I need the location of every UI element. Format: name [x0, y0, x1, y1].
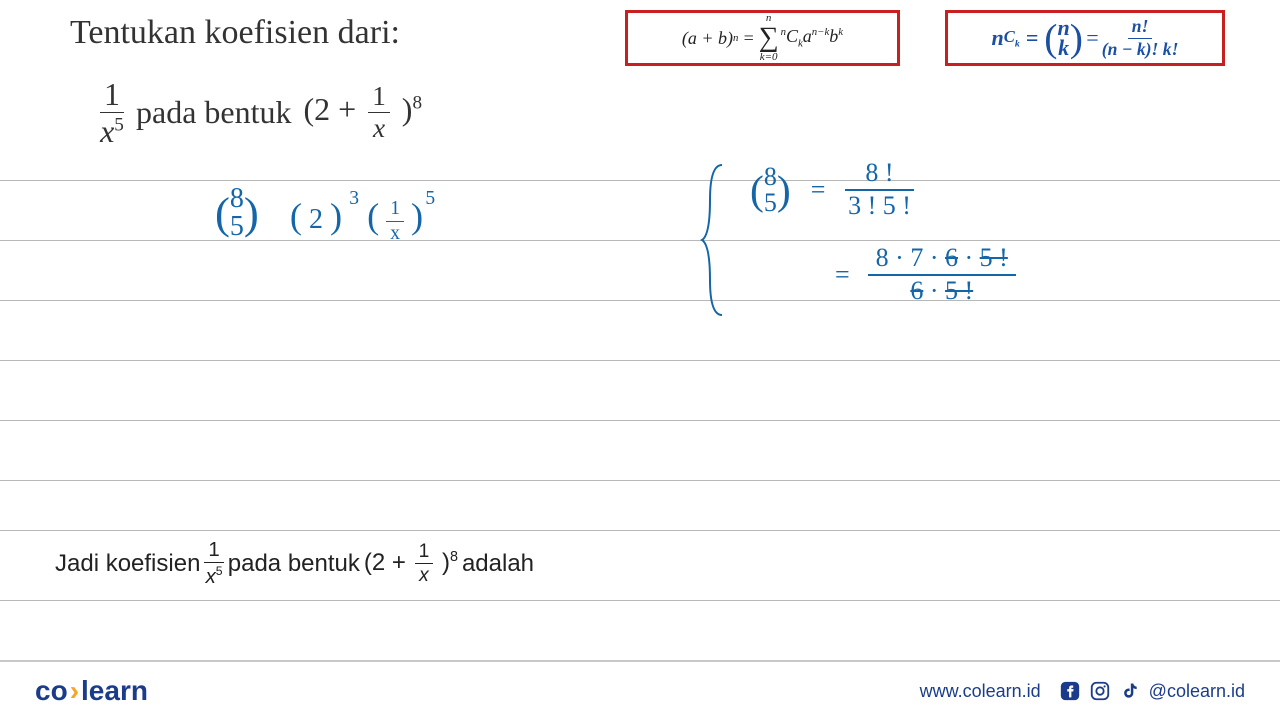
- f1-term-a-exp: n−k: [812, 26, 829, 38]
- h-frac-den: x: [390, 222, 400, 244]
- c1-rhs-den: 3 ! 5 !: [848, 191, 911, 219]
- tiktok-icon[interactable]: [1119, 680, 1141, 702]
- answer-line: Jadi koefisien 1 x5 pada bentuk (2 + 1 x…: [55, 540, 534, 588]
- c2-num: 8 · 7 · 6 · 5 !: [868, 245, 1016, 276]
- ruled-line: [0, 360, 1280, 361]
- f1-eq: =: [742, 28, 754, 49]
- f2-lhs-k: k: [1015, 38, 1020, 49]
- ans-frac-num: 1: [204, 540, 223, 563]
- f1-sum-bottom: k=0: [760, 52, 778, 63]
- ans-mid: pada bentuk: [228, 550, 360, 578]
- c2-den-s2: 5 !: [945, 276, 973, 305]
- sigma-icon: ∑: [759, 24, 779, 52]
- ans-den-base: x: [206, 566, 216, 588]
- c2-num-s1: 6: [945, 243, 958, 272]
- f2-rhs-num: n!: [1128, 18, 1153, 39]
- c2-den-s1: 6: [910, 276, 923, 305]
- c2-den: 6 · 5 !: [910, 276, 973, 304]
- ruled-line: [0, 180, 1280, 181]
- ans-expr-close: ): [442, 549, 450, 576]
- ruled-line: [0, 300, 1280, 301]
- c2-num-s2: 5 !: [980, 243, 1008, 272]
- den-exp: 5: [114, 114, 124, 135]
- formula-combination: nCk = ( n k ) = n! (n − k)! k!: [945, 10, 1225, 66]
- frac-num: 1: [100, 78, 124, 113]
- frac-den: x5: [100, 113, 124, 147]
- handwritten-calc-2: = 8 · 7 · 6 · 5 ! 6 · 5 !: [835, 245, 1016, 304]
- website-link[interactable]: www.colearn.id: [920, 681, 1041, 702]
- socials: @colearn.id: [1059, 680, 1245, 702]
- handwritten-term: ( 8 5 ) ( 2 ) 3 ( 1 x ) 5: [215, 185, 423, 244]
- f1-term-b-exp: k: [838, 26, 843, 38]
- f1-term-b: b: [829, 26, 838, 46]
- ans-suffix: adalah: [462, 550, 534, 578]
- logo-learn: learn: [81, 675, 148, 706]
- brace-icon: [700, 160, 730, 320]
- ans-expr-exp: 8: [450, 549, 458, 565]
- problem-expr: (2 + 1 x )8: [304, 83, 423, 142]
- ruled-line: [0, 530, 1280, 531]
- c1-eq: =: [811, 175, 826, 205]
- c1-binom-k: 5: [764, 190, 777, 216]
- expr-frac-den: x: [373, 113, 385, 142]
- footer: co›learn www.colearn.id @colearn.id: [0, 660, 1280, 720]
- f1-term-a: a: [803, 26, 812, 46]
- ans-expr-fn: 1: [415, 542, 434, 564]
- expr-close: ): [402, 91, 413, 127]
- problem-frac: 1 x5: [100, 78, 124, 147]
- ans-prefix: Jadi koefisien: [55, 550, 200, 578]
- den-base: x: [100, 113, 114, 149]
- f2-eq2: =: [1085, 25, 1100, 51]
- ruled-line: [0, 240, 1280, 241]
- h-binom-k: 5: [230, 213, 244, 241]
- ans-den-exp: 5: [216, 564, 223, 578]
- expr-frac-num: 1: [368, 83, 390, 113]
- footer-right: www.colearn.id @colearn.id: [920, 680, 1245, 702]
- ruled-line: [0, 600, 1280, 601]
- problem-statement: 1 x5 pada bentuk (2 + 1 x )8: [100, 78, 422, 147]
- f2-binom-k: k: [1058, 38, 1069, 58]
- f1-lhs-base: (a + b): [682, 28, 733, 49]
- social-handle[interactable]: @colearn.id: [1149, 681, 1245, 702]
- f2-lhs-n: n: [992, 25, 1004, 51]
- facebook-icon[interactable]: [1059, 680, 1081, 702]
- logo-co: co: [35, 675, 68, 706]
- f1-lhs-exp: n: [733, 32, 738, 44]
- ruled-line: [0, 420, 1280, 421]
- h-frac-num: 1: [386, 199, 404, 222]
- expr-exp: 8: [412, 92, 422, 113]
- instagram-icon[interactable]: [1089, 680, 1111, 702]
- f2-lhs-c: C: [1004, 27, 1015, 46]
- logo: co›learn: [35, 675, 148, 707]
- c2-eq: =: [835, 260, 850, 290]
- ans-expr: (2 + 1 x )8: [364, 542, 458, 585]
- ans-expr-fd: x: [419, 564, 429, 585]
- h-frac-exp: 5: [425, 188, 435, 210]
- expr-open: (2 +: [304, 91, 357, 127]
- handwritten-calc-1: ( 8 5 ) = 8 ! 3 ! 5 !: [750, 160, 914, 219]
- h-binom-n: 8: [230, 185, 244, 213]
- h-term-2-exp: 3: [349, 188, 359, 210]
- ruled-line: [0, 480, 1280, 481]
- f2-binom: ( n k ): [1044, 15, 1083, 61]
- expr-frac: 1 x: [368, 83, 390, 142]
- formula-binomial-theorem: (a + b)n = n ∑ k=0 nCkan−kbk: [625, 10, 900, 66]
- c1-binom-n: 8: [764, 164, 777, 190]
- h-term-2: 2: [309, 204, 323, 235]
- logo-dot-icon: ›: [70, 675, 79, 706]
- f1-term-c: C: [786, 26, 798, 46]
- f2-eq1: =: [1026, 25, 1039, 51]
- page-title: Tentukan koefisien dari:: [70, 14, 400, 52]
- ans-frac-den: x5: [206, 563, 223, 587]
- ans-expr-open: (2 +: [364, 549, 406, 576]
- c1-rhs-num: 8 !: [845, 160, 913, 191]
- problem-text: pada bentuk: [136, 94, 292, 131]
- f2-rhs-den: (n − k)! k!: [1102, 39, 1179, 59]
